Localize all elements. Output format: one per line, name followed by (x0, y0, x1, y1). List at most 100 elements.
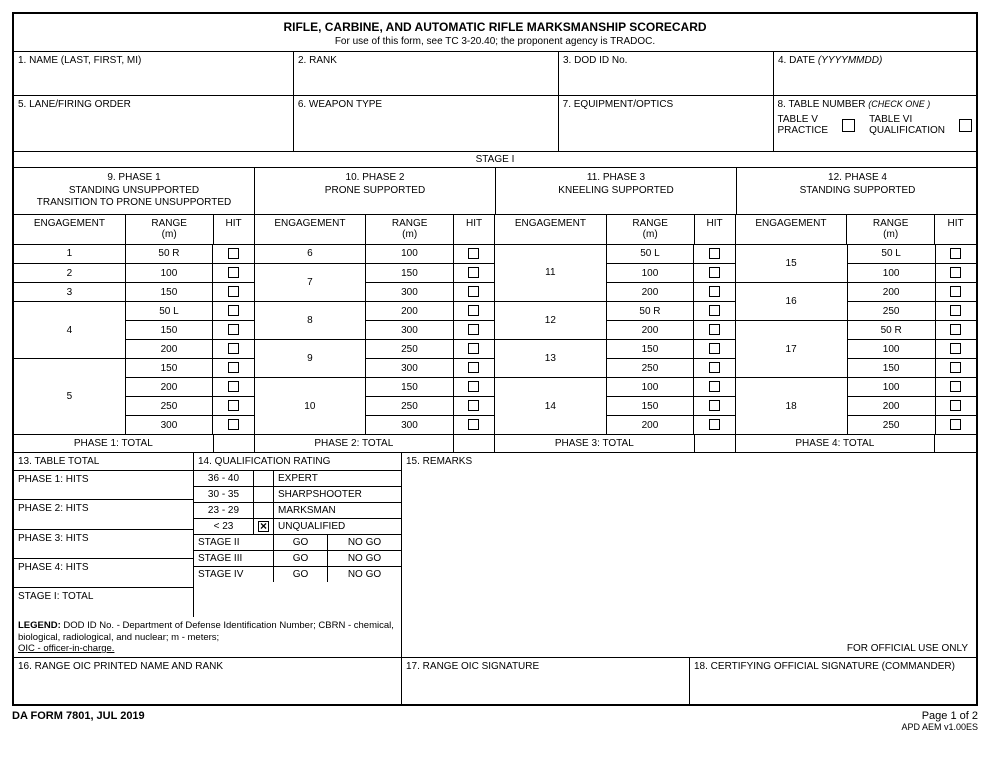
field-oic-name[interactable]: 16. RANGE OIC PRINTED NAME AND RANK (14, 658, 402, 704)
field-dod[interactable]: 3. DOD ID No. (559, 52, 774, 96)
range-cell: 200 (606, 321, 693, 340)
engagement-cell: 12 (495, 302, 606, 340)
hit-cell[interactable] (935, 264, 976, 283)
hit-cell[interactable] (935, 378, 976, 397)
hit-cell[interactable] (935, 416, 976, 435)
hit-cell[interactable] (213, 359, 254, 378)
range-cell: 200 (606, 283, 693, 302)
field-name[interactable]: 1. NAME (LAST, FIRST, MI) (14, 52, 294, 96)
range-cell: 150 (125, 321, 212, 340)
remarks-header: 15. REMARKS (402, 453, 976, 470)
fields-row-1: 1. NAME (LAST, FIRST, MI) 2. RANK 3. DOD… (14, 52, 976, 96)
stage-go[interactable]: GO (274, 551, 328, 567)
qual-checkbox[interactable] (254, 471, 274, 487)
hit-cell[interactable] (935, 283, 976, 302)
hit-cell[interactable] (694, 359, 735, 378)
hit-cell[interactable] (213, 245, 254, 264)
field-oic-signature[interactable]: 17. RANGE OIC SIGNATURE (402, 658, 690, 704)
hit-cell[interactable] (694, 283, 735, 302)
legend: LEGEND: DOD ID No. - Department of Defen… (14, 617, 401, 657)
hit-cell[interactable] (453, 245, 494, 264)
hit-cell[interactable] (935, 245, 976, 264)
hit-cell[interactable] (694, 245, 735, 264)
hit-cell[interactable] (213, 283, 254, 302)
hit-cell[interactable] (453, 359, 494, 378)
hit-cell[interactable] (453, 340, 494, 359)
hit-cell[interactable] (694, 397, 735, 416)
checkbox-table-vi[interactable] (959, 119, 972, 132)
hit-cell[interactable] (213, 321, 254, 340)
form-number: DA FORM 7801, JUL 2019 (12, 710, 145, 732)
hit-cell[interactable] (213, 416, 254, 435)
hit-cell[interactable] (694, 378, 735, 397)
hit-cell[interactable] (213, 378, 254, 397)
engagement-cell: 11 (495, 245, 606, 302)
col-header: HIT (935, 215, 976, 244)
hit-cell[interactable] (694, 302, 735, 321)
hit-cell[interactable] (453, 321, 494, 340)
hit-cell[interactable] (694, 340, 735, 359)
stage-nogo[interactable]: NO GO (328, 535, 401, 551)
hit-cell[interactable] (453, 416, 494, 435)
field-weapon[interactable]: 6. WEAPON TYPE (294, 96, 559, 152)
stage-label: STAGE II (194, 535, 274, 551)
qual-checkbox[interactable] (254, 519, 274, 535)
bottom-block: 13. TABLE TOTAL 14. QUALIFICATION RATING… (14, 453, 976, 658)
engagement-cell: 18 (736, 378, 848, 435)
stage-nogo[interactable]: NO GO (328, 551, 401, 567)
range-cell: 300 (125, 416, 212, 435)
engagement-cell: 1 (14, 245, 125, 264)
col-header: ENGAGEMENT (14, 215, 126, 244)
qual-label: SHARPSHOOTER (274, 487, 401, 503)
hit-cell[interactable] (213, 302, 254, 321)
col-header: HIT (695, 215, 736, 244)
range-cell: 100 (847, 264, 935, 283)
field-lane[interactable]: 5. LANE/FIRING ORDER (14, 96, 294, 152)
col-header: HIT (214, 215, 255, 244)
stage-go[interactable]: GO (274, 567, 328, 582)
hit-cell[interactable] (213, 264, 254, 283)
table-total-line[interactable]: STAGE I: TOTAL (14, 588, 193, 617)
field-certifying-signature[interactable]: 18. CERTIFYING OFFICIAL SIGNATURE (COMMA… (690, 658, 976, 704)
hit-cell[interactable] (935, 359, 976, 378)
hit-cell[interactable] (453, 264, 494, 283)
hit-cell[interactable] (694, 264, 735, 283)
hit-cell[interactable] (935, 321, 976, 340)
range-cell: 200 (366, 302, 453, 321)
hit-cell[interactable] (935, 397, 976, 416)
field-rank[interactable]: 2. RANK (294, 52, 559, 96)
engagement-cell: 17 (736, 321, 848, 378)
hit-cell[interactable] (453, 283, 494, 302)
engagement-cell: 2 (14, 264, 125, 283)
stage-nogo[interactable]: NO GO (328, 567, 401, 582)
hit-cell[interactable] (213, 340, 254, 359)
column-headers: ENGAGEMENTRANGE(m)HITENGAGEMENTRANGE(m)H… (14, 215, 976, 245)
hit-cell[interactable] (453, 302, 494, 321)
qual-checkbox[interactable] (254, 503, 274, 519)
stage-go[interactable]: GO (274, 535, 328, 551)
field-equipment[interactable]: 7. EQUIPMENT/OPTICS (559, 96, 774, 152)
form-subtitle: For use of this form, see TC 3-20.40; th… (14, 36, 976, 47)
phase-total-value[interactable] (695, 435, 736, 452)
table-total-line[interactable]: PHASE 1: HITS (14, 471, 193, 500)
hit-cell[interactable] (213, 397, 254, 416)
version: APD AEM v1.00ES (901, 722, 978, 732)
checkbox-table-v[interactable] (842, 119, 855, 132)
phase-total-value[interactable] (935, 435, 976, 452)
hit-cell[interactable] (453, 397, 494, 416)
col-header: RANGE(m) (607, 215, 695, 244)
phase-total-value[interactable] (214, 435, 255, 452)
field-date[interactable]: 4. DATE (YYYYMMDD) (774, 52, 976, 96)
hit-cell[interactable] (453, 378, 494, 397)
hit-cell[interactable] (935, 340, 976, 359)
qual-checkbox[interactable] (254, 487, 274, 503)
phase-total-value[interactable] (454, 435, 495, 452)
table-total-line[interactable]: PHASE 2: HITS (14, 500, 193, 529)
table-total-line[interactable]: PHASE 3: HITS (14, 530, 193, 559)
hit-cell[interactable] (694, 416, 735, 435)
engagement-cell: 7 (255, 264, 366, 302)
table-total-line[interactable]: PHASE 4: HITS (14, 559, 193, 588)
hit-cell[interactable] (935, 302, 976, 321)
hit-cell[interactable] (694, 321, 735, 340)
range-cell: 50 L (125, 302, 212, 321)
